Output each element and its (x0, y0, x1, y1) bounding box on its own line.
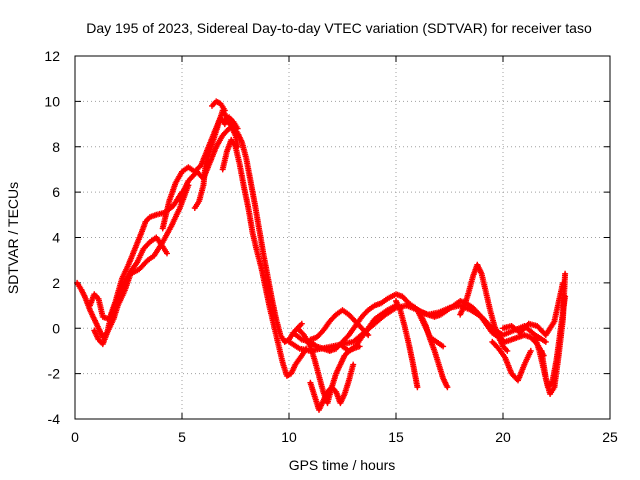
data-point (350, 361, 357, 368)
satellite-track (414, 307, 447, 350)
y-tick-label: 8 (52, 139, 60, 155)
x-tick-label: 5 (178, 429, 186, 445)
y-tick-label: 6 (52, 184, 60, 200)
data-point (562, 270, 569, 277)
x-tick-label: 25 (602, 429, 618, 445)
y-tick-label: 10 (44, 93, 60, 109)
satellite-track (219, 136, 310, 379)
plot-frame (74, 55, 611, 420)
x-tick-label: 10 (281, 429, 297, 445)
data-point (164, 250, 170, 257)
y-tick-label: 4 (52, 230, 60, 246)
grid (75, 56, 610, 419)
axis-ticks: 0 5 10 15 20 25 -4 -2 0 2 4 6 8 10 12 (44, 48, 618, 445)
y-axis-title: SDTVAR / TECUs (5, 182, 21, 294)
satellite-track (87, 189, 185, 323)
data-point (527, 347, 534, 354)
y-tick-label: -2 (48, 366, 61, 382)
x-tick-label: 20 (495, 429, 511, 445)
y-tick-label: -4 (48, 411, 61, 427)
data-point (559, 279, 566, 286)
y-tick-label: 12 (44, 48, 60, 64)
data-point (440, 343, 447, 350)
satellite-track (339, 302, 399, 354)
satellite-track (91, 234, 170, 348)
data-point (504, 347, 511, 354)
data-point (542, 338, 549, 345)
data-point (365, 332, 372, 339)
satellite-track (307, 361, 357, 413)
data-point (444, 384, 451, 391)
y-tick-label: 2 (52, 275, 60, 291)
x-axis-title: GPS time / hours (289, 457, 396, 473)
y-tick-label: 0 (52, 320, 60, 336)
satellite-track (489, 338, 534, 384)
satellite-track (209, 98, 228, 114)
data-series (74, 98, 569, 413)
data-point (221, 107, 228, 114)
data-point (298, 320, 305, 327)
data-point (414, 384, 421, 391)
chart-title: Day 195 of 2023, Sidereal Day-to-day VTE… (86, 20, 592, 36)
satellite-track (393, 298, 421, 391)
x-tick-label: 0 (71, 429, 79, 445)
satellite-track (457, 261, 511, 354)
x-tick-label: 15 (388, 429, 404, 445)
satellite-track (500, 279, 566, 339)
